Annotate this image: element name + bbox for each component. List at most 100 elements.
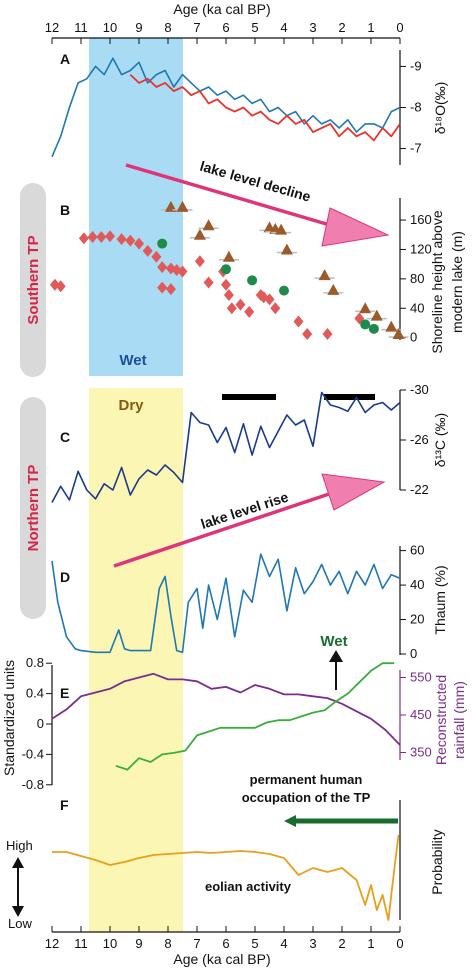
- diamond-point: [226, 302, 237, 315]
- panel-a-ticks: -9 -8 -7: [400, 58, 422, 156]
- wet-up-arrowhead: [329, 650, 343, 662]
- panel-c: C -30 -26 -22 δ¹³C (‰): [51, 382, 448, 503]
- panel-b-letter: B: [60, 202, 70, 218]
- bottom-tick-label: 8: [164, 936, 171, 951]
- triangle-point: [318, 269, 331, 281]
- panel-a-ylabel: δ¹⁸O(‰): [432, 82, 448, 135]
- diamond-point: [96, 230, 107, 243]
- panel-e-left-tick-label: 0.8: [26, 655, 44, 670]
- southern-tp-pill: Southern TP: [20, 183, 46, 377]
- triangle-point: [222, 250, 235, 262]
- triangle-point: [193, 228, 206, 240]
- diamond-point: [151, 250, 162, 263]
- panel-a-letter: A: [60, 51, 70, 67]
- panel-c-tick-label: -22: [410, 482, 429, 497]
- bottom-axis-title: Age (ka cal BP): [173, 951, 270, 967]
- panel-d-ticks: 60 40 20 0: [400, 543, 424, 661]
- bottom-tick-label: 0: [396, 936, 403, 951]
- panel-c-series: [51, 391, 401, 503]
- panel-e-right-ylabel-2: rainfall (mm): [451, 681, 467, 759]
- panel-e-right-ylabel-1: Reconstructed: [433, 675, 449, 765]
- bottom-tick-label: 1: [367, 936, 374, 951]
- bottom-tick-label: 7: [193, 936, 200, 951]
- diamond-point: [157, 261, 168, 274]
- diamond-point: [55, 280, 66, 293]
- diamond-point: [165, 283, 176, 296]
- diamond-point: [235, 298, 246, 311]
- panel-c-ticks: -30 -26 -22: [400, 382, 429, 497]
- top-tick-label: 12: [45, 20, 59, 35]
- high-arrowhead: [12, 857, 24, 868]
- panel-b-tick-label: 120: [410, 241, 432, 256]
- occupation-bar-arrowhead: [284, 815, 296, 827]
- wet-band: [89, 38, 183, 376]
- panel-f-letter: F: [60, 797, 69, 813]
- diamond-point: [264, 293, 275, 306]
- circle-point: [360, 319, 371, 330]
- circle-point: [368, 323, 379, 334]
- eolian-activity-label: eolian activity: [205, 879, 292, 894]
- top-tick-label: 8: [164, 20, 171, 35]
- diamond-point: [221, 278, 231, 291]
- triangle-point: [202, 219, 215, 231]
- diamond-point: [105, 230, 115, 243]
- diamond-point: [203, 276, 214, 289]
- high-label: High: [6, 838, 33, 853]
- standardized-green-series: [115, 662, 395, 771]
- bottom-tick-label: 6: [222, 936, 229, 951]
- lake-level-decline-arrowhead: [321, 207, 390, 247]
- panel-e-right-tick-label: 450: [410, 707, 432, 722]
- panel-a-tick-label: -8: [410, 100, 422, 115]
- bottom-age-ticks: 12 11 10 9 8 7 6 5 4 3 2 1 0: [45, 926, 404, 951]
- panel-b-tick-label: 40: [410, 300, 424, 315]
- southern-tp-label: Southern TP: [25, 235, 42, 324]
- panel-e-letter: E: [60, 685, 69, 701]
- panel-e-left-ylabel: Standardized units: [1, 660, 17, 776]
- rainfall-purple-series: [51, 672, 401, 746]
- panel-e-right-tick-label: 350: [410, 745, 432, 760]
- diamond-point: [322, 327, 333, 340]
- lake-level-decline-label: lake level decline: [198, 158, 313, 205]
- panel-a-tick-label: -9: [410, 58, 422, 73]
- panel-b-ylabel-2: modern lake (m): [449, 231, 465, 333]
- top-axis-title: Age (ka cal BP): [173, 1, 270, 17]
- diamond-point: [177, 265, 188, 278]
- occupation-label-2: occupation of the TP: [242, 790, 371, 805]
- top-tick-label: 7: [193, 20, 200, 35]
- top-tick-label: 3: [309, 20, 316, 35]
- panel-f-series: [52, 834, 400, 921]
- triangle-point: [327, 283, 340, 295]
- panel-d-letter: D: [60, 569, 70, 585]
- diamond-point: [87, 230, 98, 243]
- delta18o-blue-series: [51, 57, 401, 158]
- lake-level-rise-arrowhead: [321, 473, 386, 511]
- dry-band-label: Dry: [118, 397, 144, 414]
- top-tick-label: 11: [74, 20, 88, 35]
- panel-b: B 160 120 80 40 0 Shoreline height above mod…: [49, 158, 465, 354]
- panel-b-ylabel-1: Shoreline height above: [429, 210, 445, 353]
- triangle-point: [176, 200, 189, 212]
- low-arrowhead: [12, 906, 24, 917]
- lake-level-rise-arrow: [113, 490, 336, 568]
- circle-point: [221, 264, 231, 275]
- diamond-point: [223, 289, 234, 302]
- delta18o-red-series: [129, 73, 401, 142]
- panel-e-series: [51, 662, 401, 771]
- top-tick-label: 6: [222, 20, 229, 35]
- panel-c-letter: C: [60, 429, 70, 445]
- bottom-tick-label: 12: [45, 936, 59, 951]
- panel-c-tick-label: -30: [410, 382, 429, 397]
- panel-b-tick-label: 0: [410, 330, 417, 345]
- circle-point: [157, 238, 168, 249]
- bottom-tick-label: 9: [135, 936, 142, 951]
- panel-d-tick-label: 40: [410, 577, 424, 592]
- triangle-point: [385, 320, 398, 332]
- top-tick-label: 0: [396, 20, 403, 35]
- panel-b-ticks: 160 120 80 40 0: [400, 212, 432, 345]
- panel-e-ticks: 0.8 0.4 0 -0.4 -0.8 550 450 350: [22, 655, 432, 792]
- wet-band-label: Wet: [119, 352, 146, 369]
- panel-d-tick-label: 20: [410, 612, 424, 627]
- top-tick-label: 4: [280, 20, 287, 35]
- bottom-tick-label: 11: [74, 936, 88, 951]
